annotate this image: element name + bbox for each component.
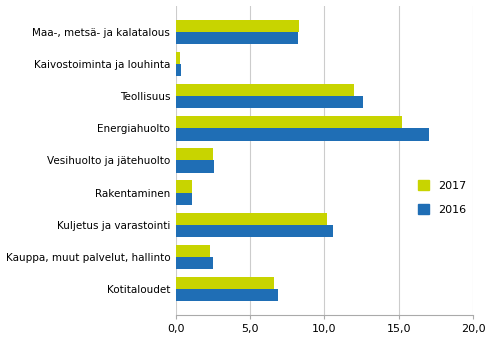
Bar — [176, 52, 180, 64]
Bar — [176, 245, 210, 257]
Legend: 2017, 2016: 2017, 2016 — [413, 176, 470, 220]
Bar — [176, 289, 278, 301]
Bar — [176, 193, 192, 205]
Bar — [176, 32, 298, 44]
Bar — [176, 181, 192, 193]
Bar — [176, 148, 213, 160]
Bar — [176, 277, 274, 289]
Bar — [176, 116, 402, 128]
Bar — [176, 257, 213, 269]
Bar — [176, 96, 363, 108]
Bar — [176, 20, 299, 32]
Bar — [176, 225, 333, 237]
Bar — [176, 128, 429, 140]
Bar — [176, 212, 327, 225]
Bar — [176, 64, 181, 76]
Bar — [176, 160, 215, 173]
Bar — [176, 84, 354, 96]
